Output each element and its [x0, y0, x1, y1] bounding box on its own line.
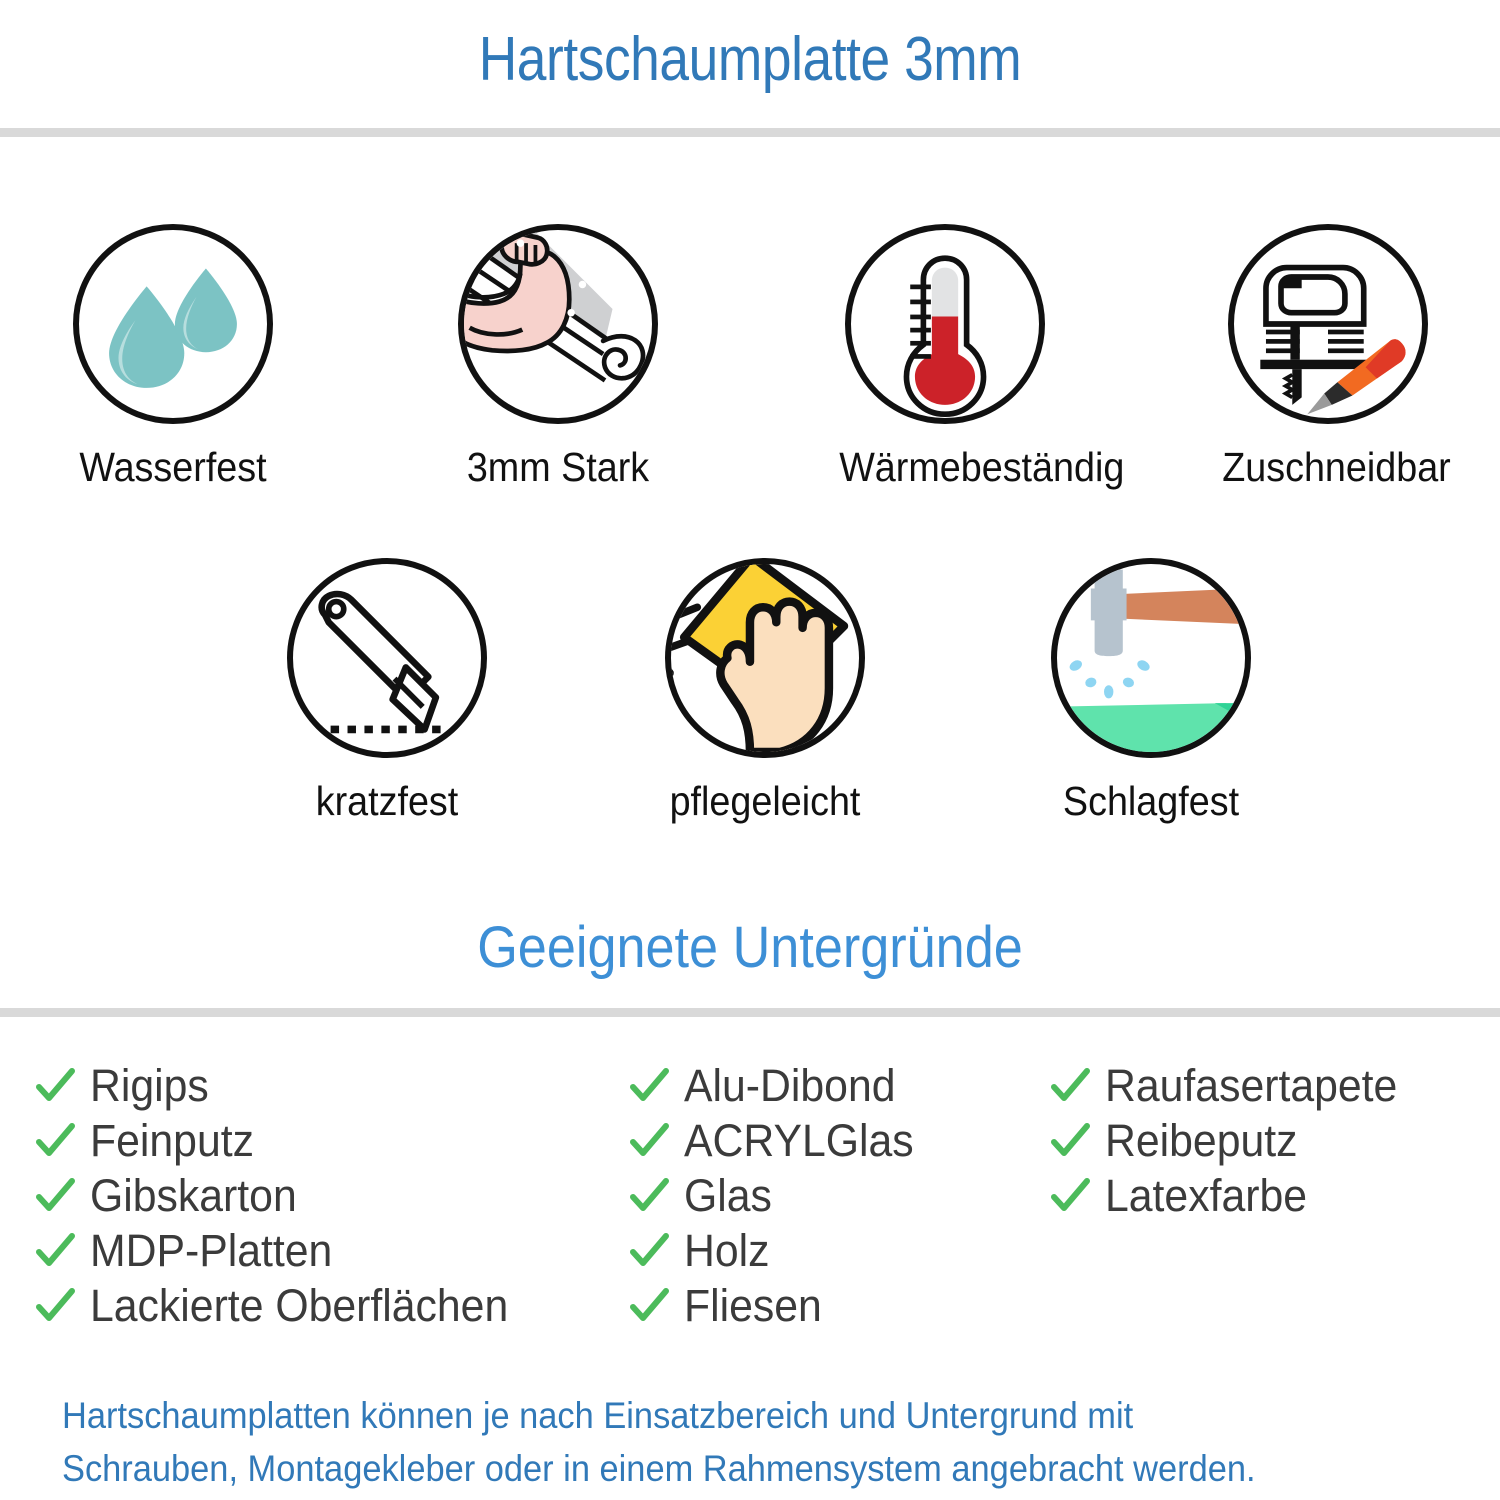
list-item-label: Fliesen [684, 1279, 822, 1331]
icon-circle [458, 224, 658, 424]
icon-circle [73, 224, 273, 424]
water-drops-icon [79, 230, 267, 418]
flexed-muscle-icon [464, 230, 652, 418]
list-item-label: Raufasertapete [1105, 1059, 1398, 1111]
list-item-label: ACRYLGlas [684, 1114, 914, 1166]
feature-label: kratzfest [315, 778, 459, 824]
thermometer-icon [851, 230, 1039, 418]
list-item: Raufasertapete [1049, 1058, 1500, 1113]
icon-circle [665, 558, 865, 758]
list-item: Reibeputz [1049, 1113, 1500, 1168]
check-icon [628, 1065, 670, 1107]
list-item-label: Holz [684, 1224, 770, 1276]
substrate-column-3: Raufasertapete Reibeputz Latexfarbe [1035, 1058, 1500, 1223]
list-item: Rigips [34, 1058, 620, 1113]
check-icon [1049, 1175, 1091, 1217]
icon-circle [845, 224, 1045, 424]
feature-label: pflegeleicht [669, 778, 861, 824]
check-icon [1049, 1065, 1091, 1107]
list-item-label: MDP-Platten [90, 1224, 333, 1276]
list-item: Holz [628, 1223, 1035, 1278]
icon-circle [287, 558, 487, 758]
icon-circle [1228, 224, 1428, 424]
footer-note-line-2: Schrauben, Montagekleber oder in einem R… [62, 1447, 1256, 1489]
check-icon [1049, 1120, 1091, 1162]
footer-note: Hartschaumplatten können je nach Einsatz… [62, 1390, 1364, 1495]
feature-wasserfest: Wasserfest [58, 224, 288, 491]
list-item-label: Lackierte Oberflächen [90, 1279, 509, 1331]
list-item: Feinputz [34, 1113, 620, 1168]
list-item-label: Glas [684, 1169, 772, 1221]
check-icon [34, 1065, 76, 1107]
check-icon [628, 1175, 670, 1217]
list-item-label: Gibskarton [90, 1169, 297, 1221]
list-item-label: Reibeputz [1105, 1114, 1298, 1166]
hammer-impact-icon [1057, 564, 1245, 752]
list-item: MDP-Platten [34, 1223, 620, 1278]
feature-zuschneidbar: Zuschneidbar [1213, 224, 1451, 491]
feature-schlagfest: Schlagfest [1036, 558, 1266, 825]
check-icon [34, 1230, 76, 1272]
substrate-list: Rigips Feinputz Gibskarton MDP-Platten L… [0, 1058, 1500, 1358]
divider-top [0, 128, 1500, 137]
check-icon [628, 1120, 670, 1162]
feature-label: 3mm Stark [466, 444, 650, 490]
page-title: Hartschaumplatte 3mm [478, 25, 1022, 94]
list-item: Gibskarton [34, 1168, 620, 1223]
feature-label: Wasserfest [79, 444, 267, 490]
section-title: Geeignete Untergründe [477, 915, 1023, 980]
check-icon [628, 1285, 670, 1327]
feature-waermebestaendig: Wärmebeständig [830, 224, 1125, 491]
substrate-column-2: Alu-Dibond ACRYLGlas Glas Holz Fliesen [620, 1058, 1035, 1333]
feature-kratzfest: kratzfest [272, 558, 502, 825]
list-item: Lackierte Oberflächen [34, 1278, 620, 1333]
footer-note-line-1: Hartschaumplatten können je nach Einsatz… [62, 1395, 1134, 1436]
list-item-label: Feinputz [90, 1114, 254, 1166]
check-icon [628, 1230, 670, 1272]
list-item-label: Alu-Dibond [684, 1059, 896, 1111]
substrate-column-1: Rigips Feinputz Gibskarton MDP-Platten L… [0, 1058, 620, 1333]
cutter-knife-dashed-line-icon [293, 564, 481, 752]
list-item: Glas [628, 1168, 1035, 1223]
feature-3mm-stark: 3mm Stark [443, 224, 673, 491]
feature-label: Wärmebeständig [839, 444, 1125, 490]
list-item-label: Rigips [90, 1059, 209, 1111]
list-item: ACRYLGlas [628, 1113, 1035, 1168]
list-item: Latexfarbe [1049, 1168, 1500, 1223]
feature-pflegeleicht: pflegeleicht [650, 558, 880, 825]
feature-label: Zuschneidbar [1222, 444, 1451, 490]
list-item: Fliesen [628, 1278, 1035, 1333]
check-icon [34, 1285, 76, 1327]
feature-label: Schlagfest [1062, 778, 1240, 824]
list-item-label: Latexfarbe [1105, 1169, 1308, 1221]
divider-bottom [0, 1008, 1500, 1017]
check-icon [34, 1120, 76, 1162]
jigsaw-and-knife-icon [1234, 230, 1422, 418]
list-item: Alu-Dibond [628, 1058, 1035, 1113]
icon-circle [1051, 558, 1251, 758]
check-icon [34, 1175, 76, 1217]
hand-with-cloth-icon [671, 564, 859, 752]
